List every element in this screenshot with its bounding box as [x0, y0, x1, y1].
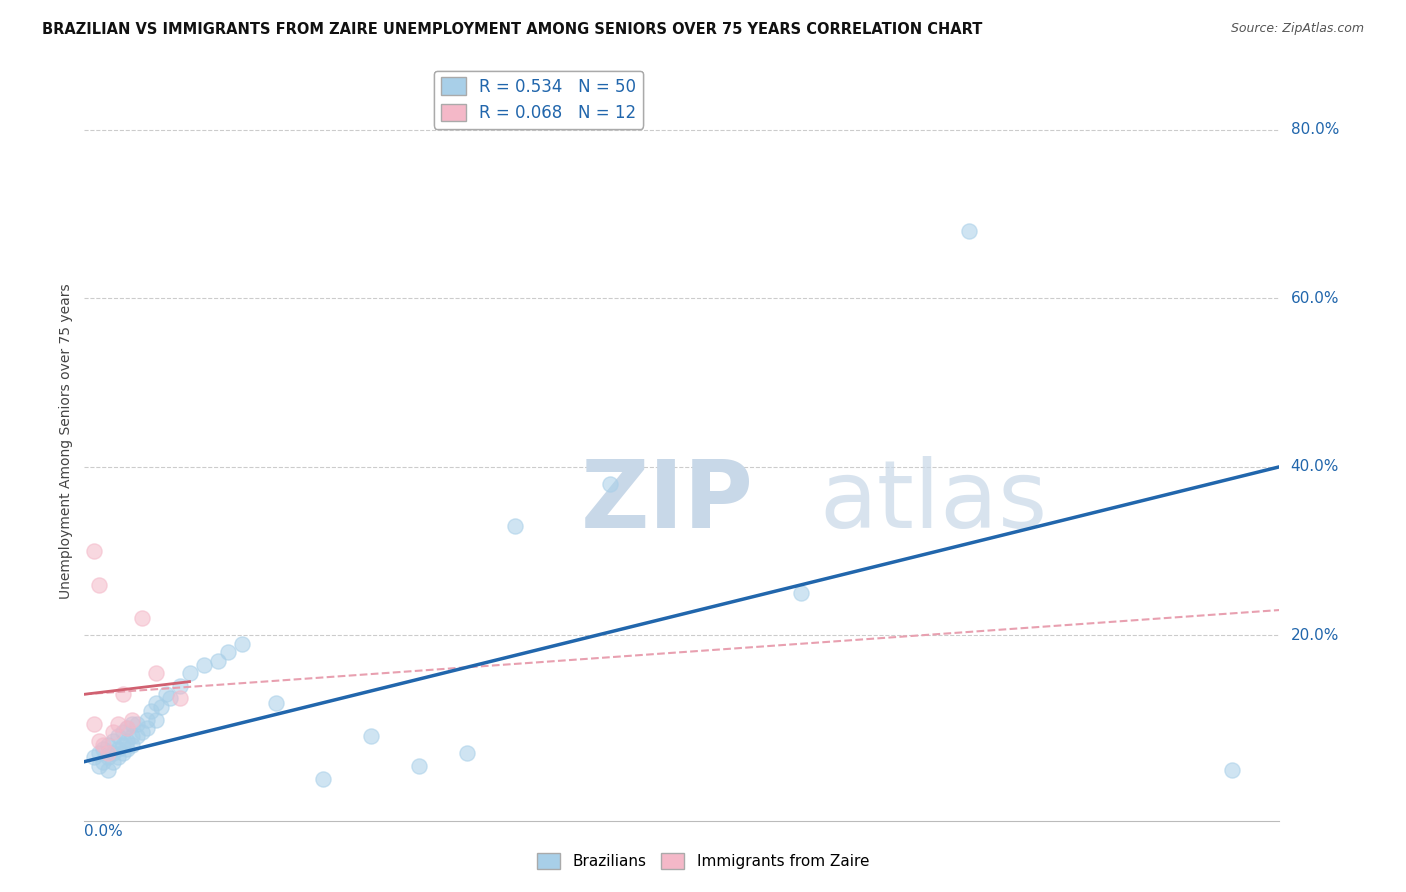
- Point: [264, 696, 287, 710]
- Point: [117, 721, 139, 735]
- Point: [117, 742, 139, 756]
- Point: [169, 691, 191, 706]
- Point: [83, 750, 105, 764]
- Point: [121, 738, 143, 752]
- Point: [135, 713, 157, 727]
- Legend: R = 0.534   N = 50, R = 0.068   N = 12: R = 0.534 N = 50, R = 0.068 N = 12: [434, 70, 643, 128]
- Point: [957, 224, 980, 238]
- Point: [97, 763, 120, 777]
- Point: [360, 730, 382, 744]
- Point: [1220, 763, 1243, 777]
- Point: [121, 716, 143, 731]
- Point: [456, 746, 478, 760]
- Point: [87, 733, 110, 747]
- Point: [159, 691, 181, 706]
- Point: [87, 578, 110, 592]
- Point: [87, 746, 110, 760]
- Point: [125, 716, 148, 731]
- Point: [145, 696, 167, 710]
- Point: [231, 637, 253, 651]
- Text: 80.0%: 80.0%: [1291, 122, 1339, 137]
- Point: [169, 679, 191, 693]
- Point: [145, 666, 167, 681]
- Point: [155, 687, 177, 701]
- Point: [97, 738, 120, 752]
- Point: [141, 704, 163, 718]
- Point: [107, 742, 129, 756]
- Text: ZIP: ZIP: [581, 456, 754, 549]
- Point: [312, 772, 335, 786]
- Point: [207, 654, 229, 668]
- Point: [101, 755, 124, 769]
- Point: [117, 733, 139, 747]
- Point: [97, 750, 120, 764]
- Point: [93, 742, 115, 756]
- Point: [107, 750, 129, 764]
- Point: [193, 657, 215, 672]
- Point: [111, 687, 134, 701]
- Text: 0.0%: 0.0%: [84, 824, 124, 839]
- Point: [121, 730, 143, 744]
- Point: [93, 738, 115, 752]
- Point: [87, 759, 110, 773]
- Text: 60.0%: 60.0%: [1291, 291, 1339, 306]
- Text: BRAZILIAN VS IMMIGRANTS FROM ZAIRE UNEMPLOYMENT AMONG SENIORS OVER 75 YEARS CORR: BRAZILIAN VS IMMIGRANTS FROM ZAIRE UNEMP…: [42, 22, 983, 37]
- Point: [111, 725, 134, 739]
- Text: Source: ZipAtlas.com: Source: ZipAtlas.com: [1230, 22, 1364, 36]
- Point: [599, 476, 621, 491]
- Point: [131, 611, 153, 625]
- Point: [83, 716, 105, 731]
- Point: [117, 721, 139, 735]
- Point: [101, 733, 124, 747]
- Point: [149, 699, 172, 714]
- Point: [503, 518, 526, 533]
- Point: [179, 666, 201, 681]
- Point: [111, 746, 134, 760]
- Point: [408, 759, 430, 773]
- Point: [125, 730, 148, 744]
- Point: [93, 755, 115, 769]
- Point: [217, 645, 239, 659]
- Y-axis label: Unemployment Among Seniors over 75 years: Unemployment Among Seniors over 75 years: [59, 284, 73, 599]
- Text: 20.0%: 20.0%: [1291, 628, 1339, 643]
- Text: atlas: atlas: [820, 456, 1047, 549]
- Point: [790, 586, 813, 600]
- Point: [101, 725, 124, 739]
- Point: [135, 721, 157, 735]
- Point: [145, 713, 167, 727]
- Point: [107, 716, 129, 731]
- Point: [107, 730, 129, 744]
- Point: [97, 746, 120, 760]
- Point: [131, 725, 153, 739]
- Point: [121, 713, 143, 727]
- Point: [83, 544, 105, 558]
- Point: [101, 746, 124, 760]
- Point: [111, 738, 134, 752]
- Text: 40.0%: 40.0%: [1291, 459, 1339, 475]
- Legend: Brazilians, Immigrants from Zaire: Brazilians, Immigrants from Zaire: [531, 847, 875, 875]
